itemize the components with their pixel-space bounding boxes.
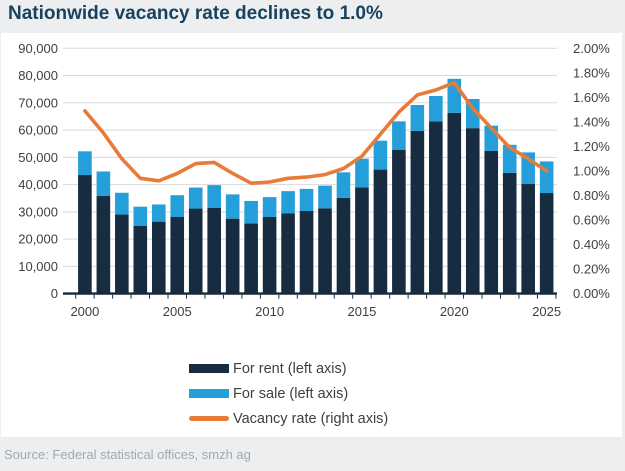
axis-tick-label: 0.00%	[573, 286, 610, 301]
for-sale-bars	[78, 78, 554, 226]
axis-tick-label: 0.60%	[573, 213, 610, 228]
axis-tick-label: 50,000	[18, 150, 58, 165]
axis-tick-label: 90,000	[18, 41, 58, 56]
bar-for-rent-2015	[355, 187, 369, 294]
axis-tick-label: 10,000	[18, 259, 58, 274]
bar-for-sale-2019	[429, 95, 443, 122]
legend-item-for-rent: For rent (left axis)	[189, 356, 388, 381]
bar-for-sale-2011	[281, 191, 295, 214]
bar-for-rent-2004	[151, 221, 166, 294]
axis-tick-label: 2015	[347, 304, 376, 319]
axis-tick-label: 1.60%	[573, 90, 610, 105]
axis-tick-label: 2010	[255, 304, 284, 319]
bar-for-rent-2020	[447, 112, 462, 294]
bar-for-rent-2017	[392, 149, 406, 294]
legend-label-vacancy-rate: Vacancy rate (right axis)	[233, 410, 389, 427]
bar-for-rent-2011	[281, 213, 295, 294]
bar-for-sale-2023	[502, 144, 517, 173]
bar-for-sale-2002	[115, 192, 129, 215]
axis-tick-label: 0.20%	[573, 262, 610, 277]
bar-for-rent-2000	[78, 175, 92, 294]
bar-for-sale-2001	[96, 171, 111, 197]
bar-for-sale-2004	[151, 204, 166, 222]
source-footer: Source: Federal statistical offices, smz…	[0, 437, 625, 471]
axis-tick-label: 1.20%	[573, 139, 610, 154]
bar-for-sale-2005	[170, 195, 185, 218]
vacancy-rate-swatch	[189, 416, 229, 421]
bar-for-rent-2012	[299, 211, 314, 294]
bar-for-rent-2018	[410, 130, 425, 294]
bar-for-rent-2003	[133, 225, 148, 294]
axis-tick-label: 20,000	[18, 232, 58, 247]
bar-for-sale-2010	[262, 197, 277, 218]
source-text: Source: Federal statistical offices, smz…	[4, 446, 251, 462]
axis-tick-label: 80,000	[18, 68, 58, 83]
bar-for-sale-2016	[373, 140, 388, 170]
bar-for-sale-2008	[225, 194, 240, 219]
bar-for-rent-2001	[96, 196, 111, 294]
legend-label-for-sale: For sale (left axis)	[233, 385, 349, 402]
bar-for-rent-2021	[465, 128, 480, 294]
axis-tick-label: 2020	[440, 304, 469, 319]
bar-for-rent-2016	[373, 169, 388, 294]
for-rent-bars	[78, 112, 554, 294]
bar-for-rent-2024	[521, 184, 535, 294]
axis-tick-label: 1.40%	[573, 114, 610, 129]
bar-for-sale-2009	[244, 200, 258, 224]
axis-tick-label: 1.00%	[573, 163, 610, 178]
axis-tick-label: 2005	[163, 304, 192, 319]
bar-for-rent-2009	[244, 223, 258, 294]
bar-for-rent-2014	[336, 197, 351, 294]
axis-tick-label: 1.80%	[573, 65, 610, 80]
axis-tick-label: 0.80%	[573, 188, 610, 203]
bar-for-sale-2015	[355, 158, 369, 188]
axis-tick-label: 2000	[70, 304, 99, 319]
for-sale-swatch	[189, 389, 229, 398]
bar-for-sale-2003	[133, 206, 148, 226]
bar-for-sale-2007	[207, 185, 221, 208]
bar-for-rent-2005	[170, 217, 185, 294]
for-rent-swatch	[189, 364, 229, 373]
bar-for-rent-2019	[429, 121, 443, 294]
legend-label-for-rent: For rent (left axis)	[233, 360, 347, 377]
bar-for-rent-2006	[188, 208, 203, 294]
bar-for-rent-2022	[484, 150, 499, 294]
axis-tick-label: 2.00%	[573, 41, 610, 56]
axis-tick-label: 70,000	[18, 95, 58, 110]
axis-tick-label: 2025	[532, 304, 561, 319]
bar-for-rent-2025	[539, 193, 554, 294]
legend-item-for-sale: For sale (left axis)	[189, 381, 388, 406]
chart-title: Nationwide vacancy rate declines to 1.0%	[8, 3, 383, 24]
bar-for-sale-2018	[410, 104, 425, 131]
axis-tick-label: 40,000	[18, 177, 58, 192]
bar-for-rent-2008	[225, 218, 240, 294]
bar-for-sale-2012	[299, 188, 314, 212]
bar-for-rent-2010	[262, 217, 277, 294]
chart-legend: For rent (left axis) For sale (left axis…	[189, 356, 388, 431]
bar-for-sale-2017	[392, 121, 406, 150]
bar-for-sale-2006	[188, 187, 203, 209]
axis-tick-label: 60,000	[18, 123, 58, 138]
bar-for-rent-2002	[115, 214, 129, 294]
legend-item-vacancy-rate: Vacancy rate (right axis)	[189, 406, 388, 431]
bar-for-rent-2013	[318, 208, 332, 294]
bar-for-rent-2023	[502, 172, 517, 294]
bar-for-rent-2007	[207, 207, 221, 294]
axis-tick-label: 0.40%	[573, 237, 610, 252]
axis-tick-label: 0	[51, 286, 58, 301]
bar-for-sale-2013	[318, 185, 332, 209]
axis-tick-label: 30,000	[18, 204, 58, 219]
bar-for-sale-2000	[78, 151, 92, 176]
vacancy-rate-line	[83, 80, 549, 185]
bar-for-sale-2014	[336, 172, 351, 198]
